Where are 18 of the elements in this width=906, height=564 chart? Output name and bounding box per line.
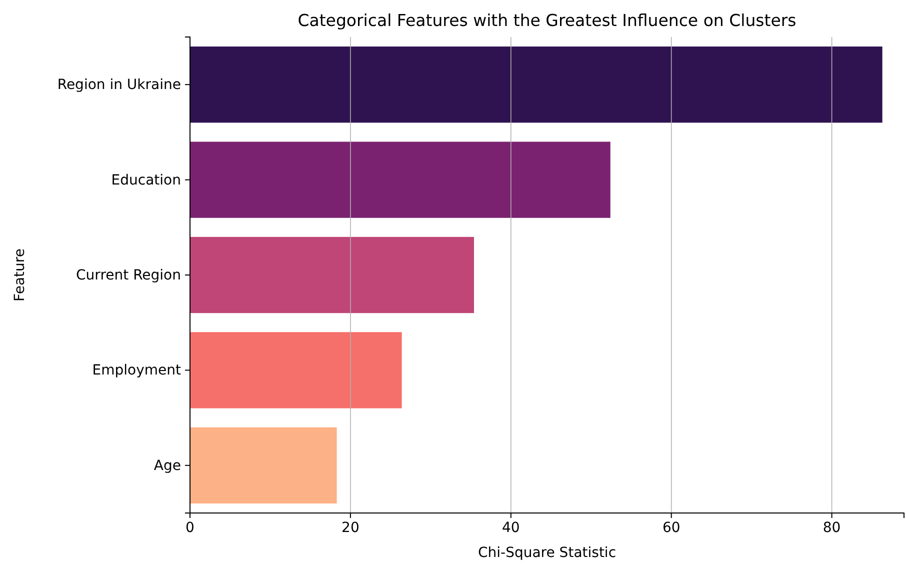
y-tick-label: Region in Ukraine bbox=[57, 77, 181, 94]
y-axis-title: Feature bbox=[12, 248, 28, 302]
x-tick-label: 60 bbox=[662, 520, 680, 536]
bar bbox=[190, 236, 474, 314]
chart-title: Categorical Features with the Greatest Influence on Clusters bbox=[298, 11, 796, 30]
bar bbox=[190, 46, 882, 123]
bar bbox=[190, 427, 337, 504]
x-axis-title: Chi-Square Statistic bbox=[478, 545, 616, 561]
bar bbox=[190, 142, 610, 218]
x-tick-label: 20 bbox=[342, 520, 360, 536]
y-tick-label: Current Region bbox=[76, 267, 181, 284]
y-tick-label: Age bbox=[154, 458, 181, 474]
x-tick-label: 40 bbox=[502, 520, 520, 536]
y-tick-label: Employment bbox=[92, 362, 182, 379]
x-tick-label: 0 bbox=[186, 520, 194, 536]
x-tick-label: 80 bbox=[822, 520, 841, 536]
bar bbox=[190, 332, 402, 408]
y-tick-label: Education bbox=[111, 172, 181, 188]
